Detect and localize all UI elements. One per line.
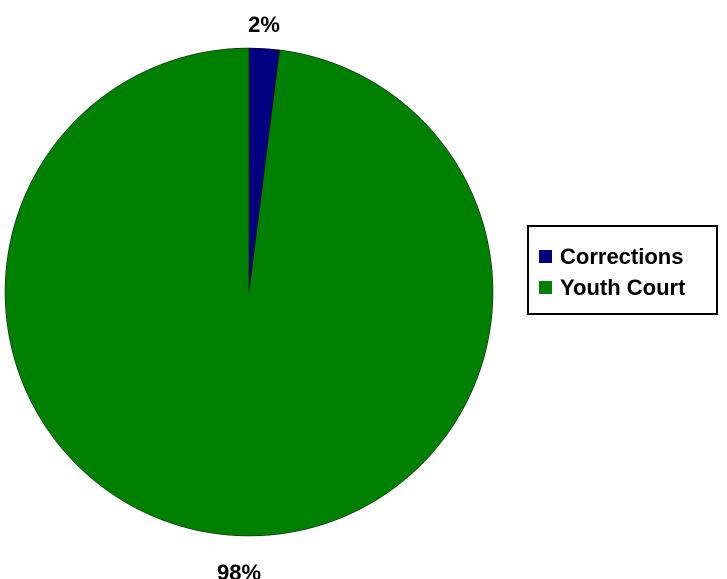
legend: Corrections Youth Court bbox=[527, 225, 718, 315]
pie-slices bbox=[4, 47, 494, 537]
legend-item-corrections: Corrections bbox=[539, 241, 716, 272]
pie-slice-youth-court bbox=[4, 47, 494, 537]
legend-label-youth-court: Youth Court bbox=[560, 274, 686, 300]
legend-item-youth-court: Youth Court bbox=[539, 272, 716, 303]
data-label-youth-court: 98% bbox=[217, 560, 261, 579]
pie-data-labels: 2% 98% bbox=[217, 12, 280, 579]
legend-swatch-youth-court bbox=[539, 281, 552, 294]
data-label-corrections: 2% bbox=[248, 12, 280, 37]
legend-label-corrections: Corrections bbox=[560, 243, 684, 269]
legend-swatch-corrections bbox=[539, 250, 552, 263]
